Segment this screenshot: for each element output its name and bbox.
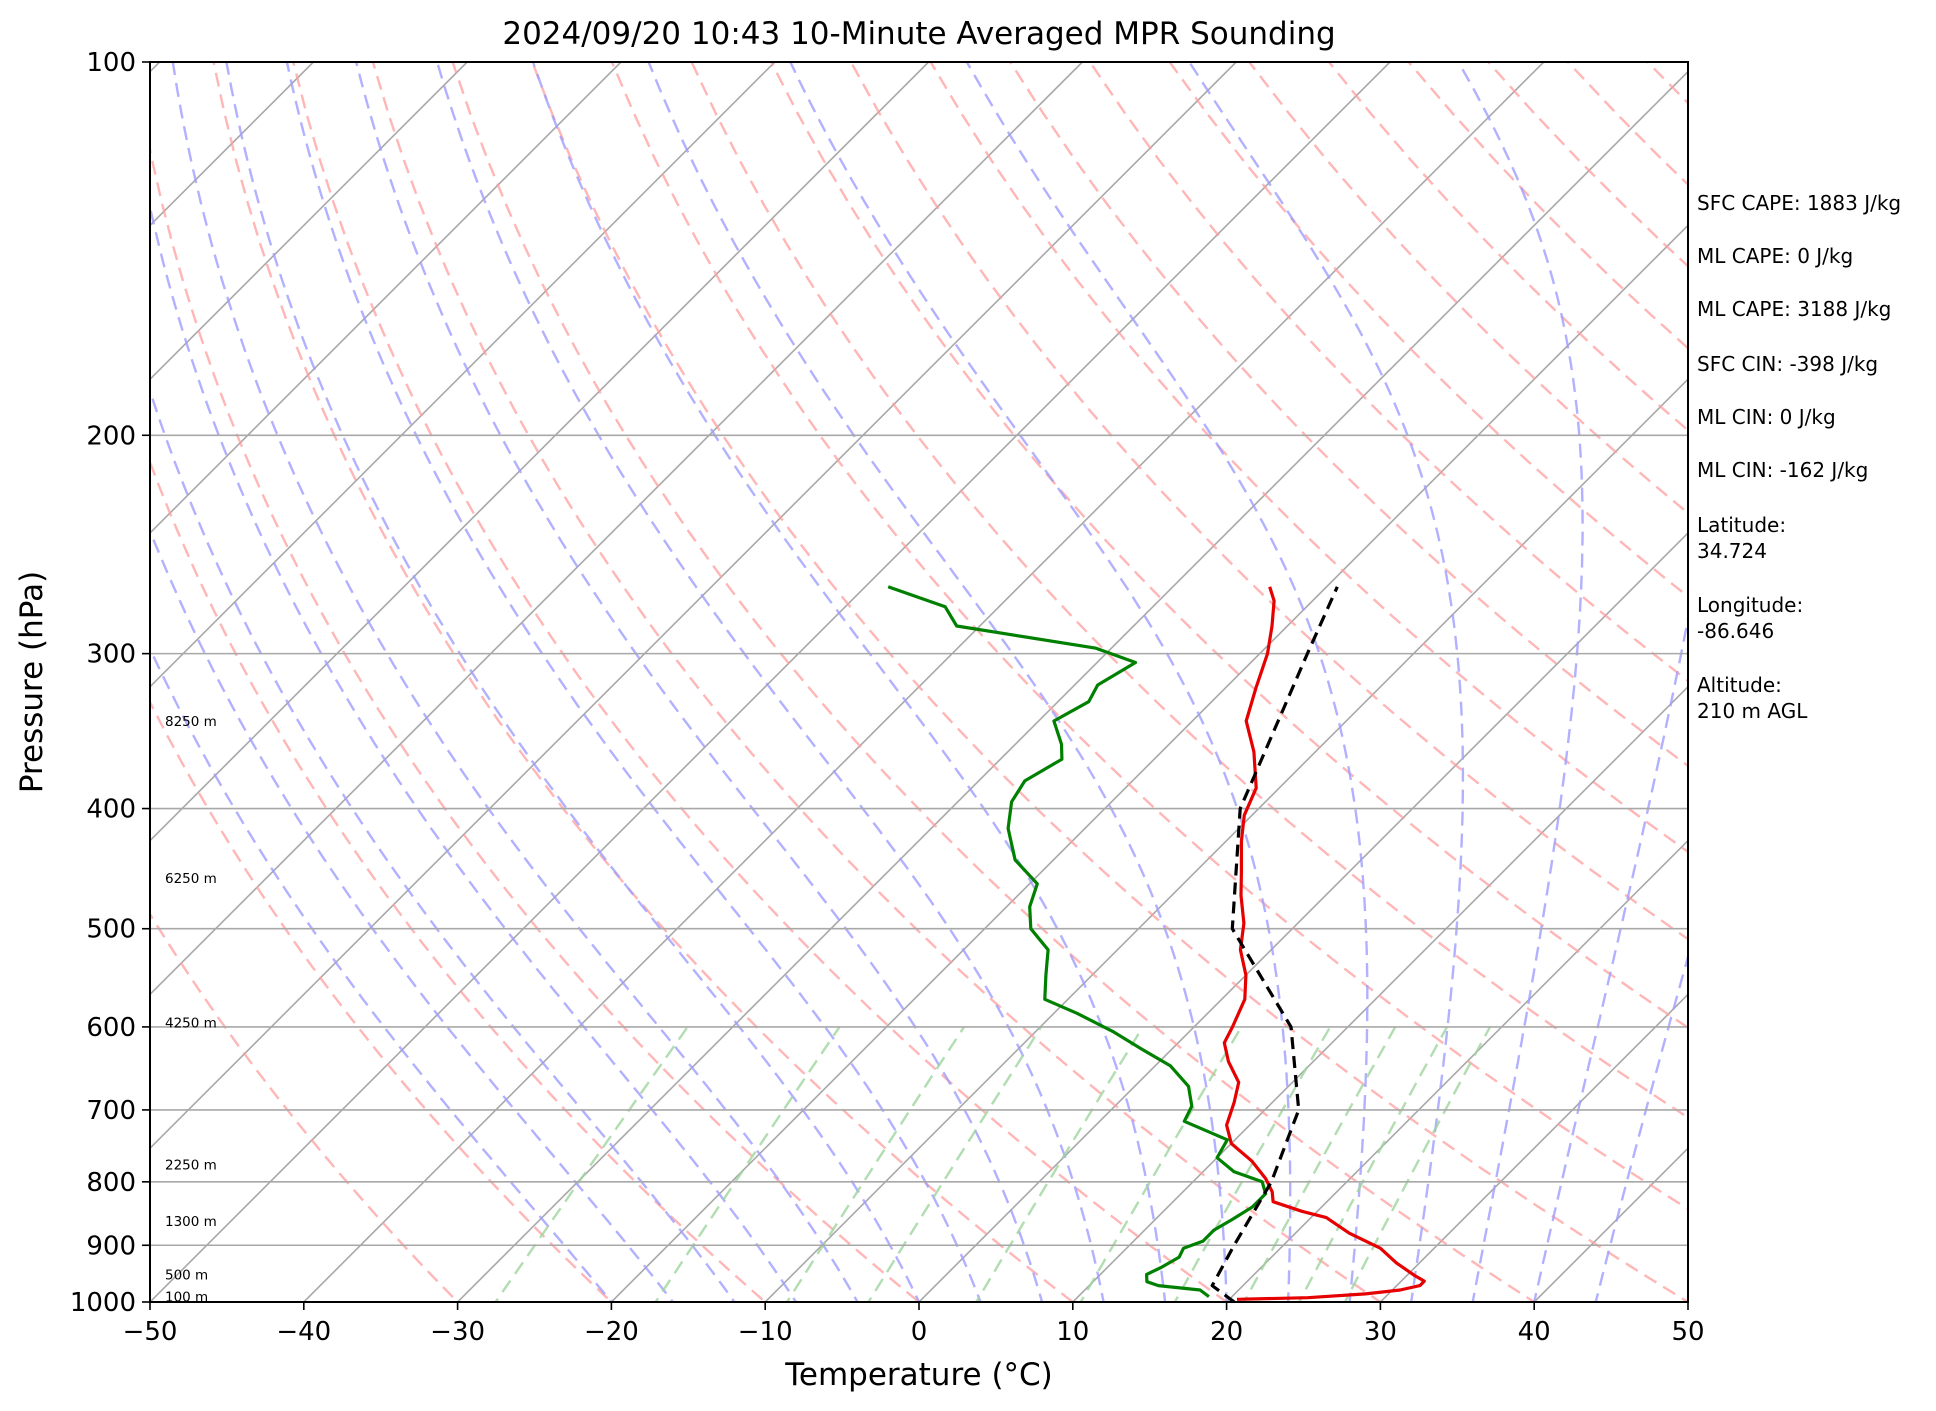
isotherm-line [0, 62, 1082, 1328]
longitude-value: -86.646 [1697, 619, 1774, 643]
dry-adiabat-line [0, 62, 484, 1328]
height-label: 1300 m [165, 1214, 217, 1230]
x-tick-label: −50 [123, 1317, 178, 1347]
y-tick-label: 700 [86, 1096, 136, 1126]
x-axis: −50 −40 −30 −20 −10 0 10 20 30 40 50 [123, 1302, 1705, 1347]
mixing-ratio-line [1332, 1027, 1490, 1328]
moist-adiabat-line [39, 62, 693, 1328]
y-tick-label: 900 [86, 1231, 136, 1261]
stat-sfc-cape: SFC CAPE: 1883 J/kg [1697, 191, 1901, 215]
x-tick-label: 20 [1210, 1317, 1243, 1347]
y-tick-label: 800 [86, 1168, 136, 1198]
x-axis-title: Temperature (°C) [784, 1357, 1053, 1393]
isotherm-line [585, 62, 1851, 1328]
moist-adiabat-line [226, 62, 931, 1328]
moist-adiabat-line [649, 62, 1228, 1328]
x-tick-label: 10 [1056, 1317, 1089, 1347]
stat-ml-cape-2: ML CAPE: 3188 J/kg [1697, 297, 1891, 321]
isotherm-line [0, 62, 929, 1328]
x-tick-label: 30 [1364, 1317, 1397, 1347]
moist-adiabat-line [356, 62, 1049, 1328]
dry-adiabat-line [54, 62, 795, 1328]
height-label: 500 m [165, 1267, 208, 1283]
y-tick-label: 400 [86, 795, 136, 825]
temperature-line [1224, 587, 1424, 1300]
height-label: 100 m [165, 1290, 208, 1306]
latitude-value: 34.724 [1697, 539, 1767, 563]
stats-panel: SFC CAPE: 1883 J/kg ML CAPE: 0 J/kg ML C… [1697, 191, 1901, 723]
altitude-label: Altitude: [1697, 673, 1782, 697]
dry-adiabat-line [532, 62, 1731, 1328]
mixing-ratio-line [478, 1027, 688, 1328]
latitude-label: Latitude: [1697, 513, 1786, 537]
stat-ml-cin-2: ML CIN: -162 J/kg [1697, 458, 1868, 482]
mixing-ratio-line [961, 1027, 1143, 1328]
y-tick-label: 500 [86, 915, 136, 945]
stat-ml-cin: ML CIN: 0 J/kg [1697, 405, 1836, 429]
dry-adiabat-line [0, 62, 640, 1328]
isotherm-line [431, 62, 1697, 1328]
height-label: 8250 m [165, 714, 217, 730]
altitude-value: 210 m AGL [1697, 699, 1808, 723]
x-tick-label: 0 [911, 1317, 928, 1347]
y-tick-label: 1000 [70, 1288, 136, 1318]
dry-adiabat-line [134, 62, 952, 1328]
y-axis-title: Pressure (hPa) [14, 571, 50, 793]
x-tick-label: 40 [1518, 1317, 1551, 1347]
mixing-ratio-line [770, 1027, 964, 1328]
y-tick-label: 600 [86, 1013, 136, 1043]
stat-ml-cape: ML CAPE: 0 J/kg [1697, 244, 1853, 268]
isotherm-line [0, 62, 467, 1328]
mixing-ratio-line [852, 1027, 1041, 1328]
isotherm-line [278, 62, 1544, 1328]
height-label: 4250 m [165, 1015, 217, 1031]
moist-adiabat-line [533, 62, 1168, 1328]
isotherm-line [0, 62, 775, 1328]
moist-adiabat-line [1458, 62, 1582, 1328]
moist-adiabat-line [967, 62, 1368, 1328]
plot-frame [150, 62, 1688, 1302]
isotherm-line [0, 62, 1236, 1328]
height-label: 2250 m [165, 1158, 217, 1174]
longitude-label: Longitude: [1697, 593, 1803, 617]
background-lines [0, 62, 1936, 1328]
y-tick-label: 100 [86, 48, 136, 78]
x-tick-label: 50 [1671, 1317, 1704, 1347]
y-axis: 100 200 300 400 500 600 700 800 900 1000 [70, 48, 150, 1318]
isotherm-line [124, 62, 1390, 1328]
moist-adiabat-line [125, 62, 813, 1328]
x-tick-label: −10 [738, 1317, 793, 1347]
dry-adiabat-line [214, 62, 1108, 1328]
chart-title: 2024/09/20 10:43 10-Minute Averaged MPR … [502, 16, 1335, 52]
y-tick-label: 200 [86, 421, 136, 451]
x-tick-label: −30 [430, 1317, 485, 1347]
isotherm-line [0, 62, 6, 1328]
height-label: 6250 m [165, 871, 217, 887]
mixing-ratio-line [638, 1027, 839, 1328]
x-tick-label: −20 [584, 1317, 639, 1347]
stat-sfc-cin: SFC CIN: -398 J/kg [1697, 352, 1878, 376]
x-tick-label: −40 [276, 1317, 331, 1347]
moist-adiabat-line [287, 62, 990, 1328]
y-tick-label: 300 [86, 640, 136, 670]
height-labels: 100 m 500 m 1300 m 2250 m 4250 m 6250 m 8250 m [165, 714, 217, 1306]
